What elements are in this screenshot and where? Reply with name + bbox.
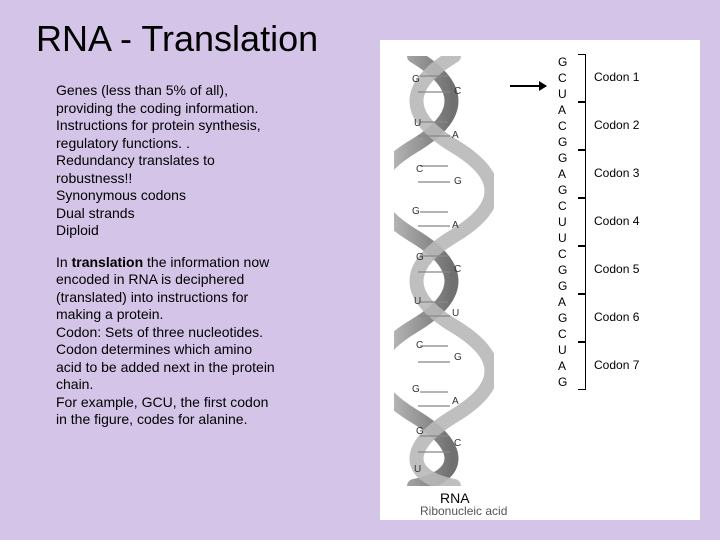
helix-nucleotide: G: [416, 426, 424, 437]
nucleotide-sequence: GCUACGGAGCUUCGGAGCUAG: [558, 54, 567, 390]
nucleotide: G: [558, 150, 567, 166]
helix-nucleotide: C: [454, 264, 461, 275]
codon-label: Codon 6: [594, 310, 639, 324]
nucleotide: C: [558, 118, 567, 134]
helix-nucleotide: U: [414, 118, 421, 129]
paragraph-2: In translation the information nowencode…: [56, 254, 356, 429]
nucleotide: G: [558, 182, 567, 198]
nucleotide: C: [558, 326, 567, 342]
nucleotide: C: [558, 246, 567, 262]
helix-nucleotide: G: [412, 74, 420, 85]
codon-label: Codon 4: [594, 214, 639, 228]
nucleotide: C: [558, 198, 567, 214]
helix-nucleotide: U: [414, 464, 421, 475]
helix-nucleotide: G: [416, 252, 424, 263]
nucleotide: A: [558, 166, 567, 182]
codon-bracket: [578, 102, 586, 150]
codon-bracket: [578, 150, 586, 198]
helix-nucleotide: C: [454, 86, 461, 97]
helix-nucleotide: G: [412, 384, 420, 395]
nucleotide: U: [558, 214, 567, 230]
paragraph-1: Genes (less than 5% of all),providing th…: [56, 82, 356, 240]
rna-diagram: GCUACGGAGCUUCGGAGCU GCUACGGAGCUUCGGAGCUA…: [380, 40, 700, 520]
codon-label: Codon 3: [594, 166, 639, 180]
arrow-icon: [510, 85, 546, 87]
helix-nucleotide: G: [454, 352, 462, 363]
helix-nucleotide: C: [416, 340, 423, 351]
rna-helix: [394, 56, 494, 486]
nucleotide: U: [558, 86, 567, 102]
codon-bracket: [578, 54, 586, 102]
helix-nucleotide: G: [412, 206, 420, 217]
nucleotide: A: [558, 294, 567, 310]
codon-label: Codon 2: [594, 118, 639, 132]
nucleotide: G: [558, 278, 567, 294]
nucleotide: C: [558, 70, 567, 86]
nucleotide: G: [558, 54, 567, 70]
codon-bracket: [578, 198, 586, 246]
nucleotide: G: [558, 134, 567, 150]
codon-bracket: [578, 294, 586, 342]
nucleotide: G: [558, 310, 567, 326]
nucleotide: U: [558, 230, 567, 246]
codon-bracket: [578, 342, 586, 390]
nucleotide: G: [558, 374, 567, 390]
helix-nucleotide: U: [414, 296, 421, 307]
codon-label: Codon 7: [594, 358, 639, 372]
nucleotide: U: [558, 342, 567, 358]
text-column: Genes (less than 5% of all),providing th…: [56, 82, 356, 443]
helix-nucleotide: A: [452, 396, 459, 407]
codon-label: Codon 5: [594, 262, 639, 276]
ribonucleic-acid-label: Ribonucleic acid: [420, 504, 507, 518]
helix-nucleotide: A: [452, 130, 459, 141]
helix-nucleotide: C: [454, 438, 461, 449]
nucleotide: A: [558, 102, 567, 118]
nucleotide: G: [558, 262, 567, 278]
helix-nucleotide: A: [452, 220, 459, 231]
codon-bracket: [578, 246, 586, 294]
helix-nucleotide: U: [452, 308, 459, 319]
codon-label: Codon 1: [594, 70, 639, 84]
nucleotide: A: [558, 358, 567, 374]
helix-nucleotide: C: [416, 164, 423, 175]
helix-nucleotide: G: [454, 176, 462, 187]
